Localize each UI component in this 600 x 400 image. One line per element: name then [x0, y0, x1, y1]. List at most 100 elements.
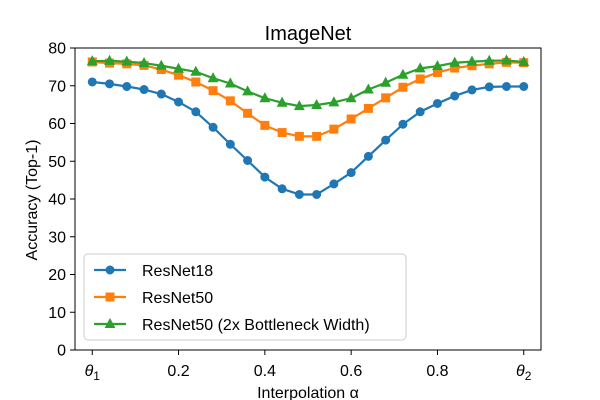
- data-point: [312, 189, 322, 199]
- data-point: [276, 96, 288, 107]
- data-point: [415, 74, 425, 84]
- data-point: [277, 184, 287, 194]
- data-point: [294, 131, 304, 141]
- data-point: [311, 98, 323, 110]
- data-point: [207, 72, 219, 83]
- x-tick-label: 0.6: [340, 363, 362, 380]
- x-tick-label: θ1: [85, 363, 101, 383]
- y-tick-label: 80: [48, 41, 66, 58]
- data-point: [450, 91, 460, 101]
- data-point: [138, 57, 150, 68]
- data-point: [242, 85, 254, 96]
- legend-entry: ResNet50: [94, 290, 213, 307]
- data-point: [432, 60, 443, 71]
- legend-label: ResNet18: [142, 263, 213, 280]
- data-point: [414, 62, 426, 73]
- data-point: [243, 108, 253, 118]
- x-tick-label: 0.2: [167, 363, 189, 380]
- series-line: [92, 80, 524, 196]
- data-point: [87, 77, 97, 87]
- data-point: [224, 77, 236, 88]
- y-tick-label: 60: [48, 116, 66, 133]
- data-point: [225, 139, 235, 149]
- data-point: [415, 107, 425, 117]
- data-point: [380, 76, 392, 87]
- legend-marker: [105, 292, 115, 302]
- y-tick-label: 20: [48, 267, 66, 284]
- data-point: [191, 77, 201, 87]
- data-point: [259, 92, 271, 103]
- chart-title: ImageNet: [265, 23, 352, 45]
- data-point: [105, 79, 115, 89]
- data-point: [156, 89, 166, 99]
- data-point: [190, 65, 202, 76]
- plot-area: 0 10 20 30 40 50 60 70 80 θ1 0.2 0.4 0.6 0.8 θ2: [48, 41, 542, 383]
- data-point: [518, 55, 530, 66]
- data-point: [381, 93, 391, 103]
- data-point: [225, 96, 235, 106]
- series-0: [87, 77, 529, 199]
- x-tick-label: θ2: [516, 363, 532, 383]
- x-axis-label: Interpolation α: [257, 385, 359, 400]
- data-point: [381, 135, 391, 145]
- x-tick-subscript: 1: [93, 369, 100, 383]
- data-point: [363, 103, 373, 113]
- legend: ResNet18 ResNet50 ResNet50 (2x Bottleneck …: [83, 253, 407, 341]
- series-1: [87, 57, 529, 141]
- data-point: [501, 54, 512, 65]
- x-tick-subscript: 2: [525, 369, 532, 383]
- data-point: [466, 55, 478, 66]
- legend-entry: ResNet50 (2x Bottleneck Width): [94, 317, 370, 334]
- data-point: [363, 151, 373, 161]
- data-point: [346, 114, 356, 124]
- data-point: [346, 168, 356, 178]
- data-point: [294, 189, 304, 199]
- data-point: [191, 107, 201, 117]
- data-point: [173, 62, 184, 73]
- legend-entry: ResNet18: [94, 263, 213, 280]
- legend-label: ResNet50: [142, 290, 213, 307]
- data-point: [293, 100, 305, 111]
- data-point: [328, 96, 340, 107]
- y-tick-label: 30: [48, 229, 66, 246]
- data-point: [121, 55, 133, 66]
- data-point: [345, 92, 357, 103]
- data-point: [501, 82, 511, 92]
- legend-marker: [105, 265, 115, 275]
- x-tick-label: 0.8: [426, 363, 448, 380]
- legend-label: ResNet50 (2x Bottleneck Width): [142, 317, 370, 334]
- data-point: [519, 82, 529, 92]
- data-point: [483, 54, 495, 65]
- data-point: [174, 97, 184, 107]
- y-tick-label: 0: [57, 343, 66, 360]
- data-point: [104, 54, 115, 65]
- data-point: [432, 98, 442, 108]
- data-point: [397, 68, 409, 79]
- data-point: [329, 179, 339, 189]
- data-point: [329, 124, 339, 134]
- data-point: [277, 128, 287, 138]
- data-point: [260, 172, 270, 182]
- legend-box: [83, 253, 407, 341]
- data-point: [122, 82, 132, 92]
- y-tick-label: 10: [48, 305, 66, 322]
- data-point: [362, 83, 374, 94]
- legend-marker: [104, 317, 116, 328]
- data-point: [260, 120, 270, 130]
- data-point: [208, 86, 218, 96]
- data-point: [398, 119, 408, 129]
- data-point: [208, 122, 218, 132]
- data-point: [243, 155, 253, 165]
- series-2: [86, 54, 530, 111]
- data-point: [86, 55, 98, 66]
- y-tick-label: 40: [48, 192, 66, 209]
- data-point: [312, 131, 322, 141]
- data-point: [484, 82, 494, 92]
- x-tick-label: 0.4: [254, 363, 276, 380]
- data-point: [449, 56, 461, 67]
- y-tick-label: 70: [48, 78, 66, 95]
- data-point: [139, 85, 149, 95]
- y-axis-label: Accuracy (Top-1): [24, 140, 41, 261]
